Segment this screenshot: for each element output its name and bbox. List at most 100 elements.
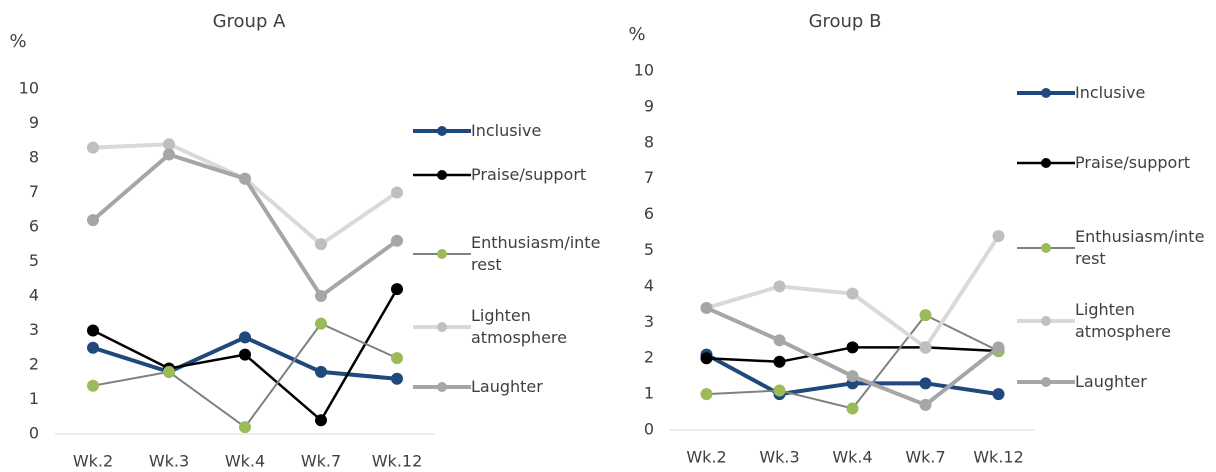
legend-entry: Enthusiasm/interest	[1017, 226, 1207, 270]
y-tick-label: 6	[29, 217, 39, 236]
axis-title: %	[9, 31, 26, 52]
y-tick-label: 0	[644, 420, 654, 439]
point	[87, 341, 99, 354]
legend-entry: Inclusive	[1017, 82, 1207, 104]
x-tick-label: Wk.4	[225, 452, 265, 471]
y-tick-label: 6	[644, 204, 654, 223]
point	[315, 365, 327, 378]
legend-label: Enthusiasm/interest	[471, 233, 601, 274]
y-tick-label: 3	[644, 312, 654, 331]
point	[315, 238, 327, 251]
y-tick-label: 10	[634, 61, 654, 80]
x-tick-label: Wk.2	[73, 452, 113, 471]
point	[391, 186, 403, 199]
y-tick-label: 1	[29, 389, 39, 408]
legend-swatch	[413, 170, 471, 180]
y-tick-label: 4	[29, 286, 39, 305]
legend-label: Inclusive	[1075, 83, 1146, 102]
legend-marker	[437, 170, 447, 180]
point	[846, 341, 859, 354]
point	[391, 352, 403, 365]
legend-marker	[1041, 88, 1051, 98]
legend-entry: Lighten atmosphere	[413, 305, 603, 349]
x-tick-label: Wk.3	[149, 452, 189, 471]
legend-marker	[437, 382, 447, 392]
legend-marker	[1041, 158, 1051, 168]
x-tick-label: Wk.12	[973, 448, 1024, 467]
legend-swatch	[1017, 88, 1075, 98]
legend-entry: Praise/support	[413, 164, 603, 186]
legend-entry: Laughter	[1017, 371, 1207, 393]
x-tick-label: Wk.4	[832, 448, 872, 467]
point	[846, 402, 859, 415]
point	[391, 234, 403, 247]
legend-entry: Laughter	[413, 376, 603, 398]
point	[919, 309, 932, 322]
x-tick-label: Wk.2	[686, 448, 726, 467]
y-tick-label: 2	[644, 348, 654, 367]
legend-entry: Lighten atmosphere	[1017, 299, 1207, 343]
legend-label: Praise/support	[1075, 153, 1191, 172]
y-tick-label: 9	[29, 113, 39, 132]
x-tick-label: Wk.12	[372, 452, 423, 471]
point	[700, 352, 713, 365]
point	[239, 421, 251, 434]
point	[163, 138, 175, 151]
legend-marker	[437, 126, 447, 136]
y-tick-label: 9	[644, 96, 654, 115]
legend-marker	[437, 322, 447, 332]
point	[239, 331, 251, 344]
point	[992, 341, 1005, 354]
legend-label: Praise/support	[471, 165, 587, 184]
point	[773, 355, 786, 368]
y-tick-label: 10	[19, 79, 39, 98]
point	[992, 388, 1005, 401]
y-tick-label: 5	[644, 240, 654, 259]
axis-title: %	[628, 24, 645, 45]
legend-swatch	[1017, 377, 1075, 387]
point	[919, 377, 932, 390]
y-tick-label: 2	[29, 355, 39, 374]
y-tick-label: 8	[29, 148, 39, 167]
point	[919, 341, 932, 354]
x-tick-label: Wk.7	[905, 448, 945, 467]
legend-swatch	[413, 126, 471, 136]
legend-marker	[437, 249, 447, 259]
point	[239, 348, 251, 361]
point	[391, 372, 403, 385]
legend-label: Laughter	[471, 377, 543, 396]
point	[87, 141, 99, 154]
x-tick-label: Wk.7	[301, 452, 341, 471]
legend-swatch	[1017, 316, 1075, 326]
series-line	[705, 306, 1000, 407]
chart-title: Group A	[213, 11, 287, 32]
legend-label: Lighten atmosphere	[471, 306, 567, 347]
legend-label: Inclusive	[471, 121, 542, 140]
chart-title: Group B	[809, 11, 882, 32]
legend-label: Laughter	[1075, 372, 1147, 391]
point	[239, 172, 251, 185]
legend-marker	[1041, 243, 1051, 253]
y-tick-label: 8	[644, 132, 654, 151]
legend-swatch	[413, 382, 471, 392]
point	[700, 388, 713, 401]
y-tick-label: 0	[29, 424, 39, 443]
point	[773, 384, 786, 397]
point	[919, 398, 932, 411]
point	[315, 414, 327, 427]
y-tick-label: 3	[29, 320, 39, 339]
y-tick-label: 7	[644, 168, 654, 187]
point	[87, 214, 99, 227]
y-tick-label: 4	[644, 276, 654, 295]
legend-entry: Praise/support	[1017, 152, 1207, 174]
y-tick-label: 7	[29, 182, 39, 201]
point	[391, 283, 403, 296]
point	[773, 280, 786, 293]
legend-entry: Inclusive	[413, 120, 603, 142]
point	[846, 370, 859, 383]
series-line	[92, 142, 399, 247]
legend-swatch	[413, 322, 471, 332]
point	[846, 287, 859, 300]
